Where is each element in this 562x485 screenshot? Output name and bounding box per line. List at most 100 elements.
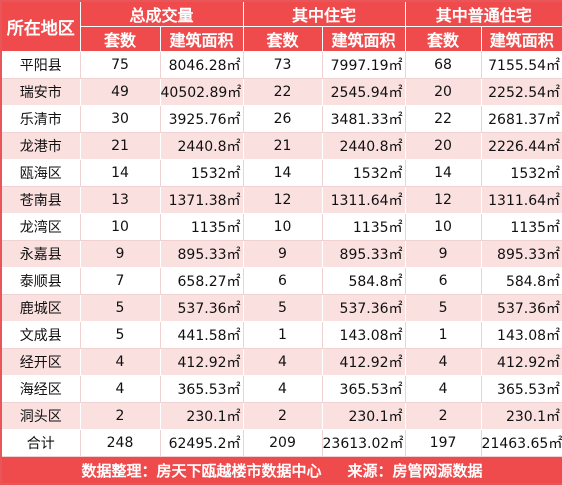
region-cell: 海经区 <box>0 375 81 403</box>
area-cell: 3925.76㎡ <box>159 105 244 133</box>
area-cell: 584.8㎡ <box>321 267 406 295</box>
header-area: 建筑面积 <box>159 26 244 52</box>
units-cell: 10 <box>404 213 482 241</box>
units-cell: 4 <box>404 348 482 376</box>
area-cell: 895.33㎡ <box>480 240 562 268</box>
units-cell: 1 <box>242 321 323 349</box>
area-cell: 7997.19㎡ <box>321 51 406 79</box>
units-cell: 13 <box>79 186 161 214</box>
region-cell: 泰顺县 <box>0 267 81 295</box>
header-region: 所在地区 <box>0 0 81 52</box>
area-cell: 3481.33㎡ <box>321 105 406 133</box>
units-cell: 22 <box>242 78 323 106</box>
area-cell: 895.33㎡ <box>159 240 244 268</box>
table-row: 乐清市 30 3925.76㎡ 26 3481.33㎡ 22 2681.37㎡ <box>0 105 562 133</box>
area-cell: 365.53㎡ <box>480 375 562 403</box>
region-cell: 龙湾区 <box>0 213 81 241</box>
area-cell: 365.53㎡ <box>159 375 244 403</box>
units-cell: 6 <box>404 267 482 295</box>
table-row: 经开区 4 412.92㎡ 4 412.92㎡ 4 412.92㎡ <box>0 348 562 376</box>
header-area: 建筑面积 <box>321 26 406 52</box>
area-cell: 21463.65㎡ <box>480 429 562 457</box>
units-cell: 20 <box>404 78 482 106</box>
area-cell: 658.27㎡ <box>159 267 244 295</box>
units-cell: 73 <box>242 51 323 79</box>
units-cell: 10 <box>79 213 161 241</box>
units-cell: 2 <box>79 402 161 430</box>
table-body: 平阳县 75 8046.28㎡ 73 7997.19㎡ 68 7155.54㎡ 瑞安市 49 40… <box>0 51 562 457</box>
table-row: 泰顺县 7 658.27㎡ 6 584.8㎡ 6 584.8㎡ <box>0 267 562 295</box>
area-cell: 2226.44㎡ <box>480 132 562 160</box>
table-row: 文成县 5 441.58㎡ 1 143.08㎡ 1 143.08㎡ <box>0 321 562 349</box>
table-row: 龙湾区 10 1135㎡ 10 1135㎡ 10 1135㎡ <box>0 213 562 241</box>
area-cell: 1311.64㎡ <box>321 186 406 214</box>
area-cell: 365.53㎡ <box>321 375 406 403</box>
area-cell: 230.1㎡ <box>321 402 406 430</box>
area-cell: 1311.64㎡ <box>480 186 562 214</box>
area-cell: 895.33㎡ <box>321 240 406 268</box>
table-row: 龙港市 21 2440.8㎡ 21 2440.8㎡ 20 2226.44㎡ <box>0 132 562 160</box>
region-cell: 瑞安市 <box>0 78 81 106</box>
units-cell: 9 <box>242 240 323 268</box>
units-cell: 6 <box>242 267 323 295</box>
table-row: 苍南县 13 1371.38㎡ 12 1311.64㎡ 12 1311.64㎡ <box>0 186 562 214</box>
table-row: 瑞安市 49 40502.89㎡ 22 2545.94㎡ 20 2252.54㎡ <box>0 78 562 106</box>
units-cell: 26 <box>242 105 323 133</box>
units-cell: 5 <box>79 294 161 322</box>
units-cell: 7 <box>79 267 161 295</box>
area-cell: 143.08㎡ <box>321 321 406 349</box>
area-cell: 1135㎡ <box>159 213 244 241</box>
table-header: 所在地区 总成交量 其中住宅 其中普通住宅 套数 建筑面积 套数 建筑面积 套数… <box>0 0 562 52</box>
area-cell: 1135㎡ <box>321 213 406 241</box>
area-cell: 584.8㎡ <box>480 267 562 295</box>
units-cell: 9 <box>404 240 482 268</box>
units-cell: 14 <box>404 159 482 187</box>
area-cell: 2681.37㎡ <box>480 105 562 133</box>
units-cell: 248 <box>79 429 161 457</box>
units-cell: 1 <box>404 321 482 349</box>
units-cell: 4 <box>404 375 482 403</box>
total-row: 合计 248 62495.2㎡ 209 23613.02㎡ 197 21463.65㎡ <box>0 429 562 457</box>
region-cell: 洞头区 <box>0 402 81 430</box>
units-cell: 20 <box>404 132 482 160</box>
header-group-ordinary-residential: 其中普通住宅 <box>404 0 562 27</box>
footer-data-arrange: 数据整理：房天下瓯越楼市数据中心 <box>81 461 322 480</box>
region-cell: 永嘉县 <box>0 240 81 268</box>
units-cell: 30 <box>79 105 161 133</box>
table-row: 海经区 4 365.53㎡ 4 365.53㎡ 4 365.53㎡ <box>0 375 562 403</box>
header-units: 套数 <box>242 26 323 52</box>
region-cell: 瓯海区 <box>0 159 81 187</box>
footer-source: 来源：房管网源数据 <box>347 461 483 480</box>
region-cell: 文成县 <box>0 321 81 349</box>
area-cell: 412.92㎡ <box>321 348 406 376</box>
units-cell: 2 <box>404 402 482 430</box>
area-cell: 62495.2㎡ <box>159 429 244 457</box>
area-cell: 537.36㎡ <box>321 294 406 322</box>
header-units: 套数 <box>404 26 482 52</box>
area-cell: 1532㎡ <box>159 159 244 187</box>
area-cell: 8046.28㎡ <box>159 51 244 79</box>
units-cell: 10 <box>242 213 323 241</box>
area-cell: 2252.54㎡ <box>480 78 562 106</box>
units-cell: 68 <box>404 51 482 79</box>
header-units: 套数 <box>79 26 161 52</box>
area-cell: 143.08㎡ <box>480 321 562 349</box>
footer-credit: 数据整理：房天下瓯越楼市数据中心 来源：房管网源数据 <box>1 456 562 484</box>
area-cell: 1532㎡ <box>321 159 406 187</box>
area-cell: 1371.38㎡ <box>159 186 244 214</box>
units-cell: 21 <box>242 132 323 160</box>
units-cell: 75 <box>79 51 161 79</box>
header-group-residential: 其中住宅 <box>242 0 406 27</box>
units-cell: 12 <box>242 186 323 214</box>
units-cell: 5 <box>79 321 161 349</box>
region-cell: 苍南县 <box>0 186 81 214</box>
units-cell: 4 <box>79 348 161 376</box>
region-cell: 平阳县 <box>0 51 81 79</box>
region-cell: 龙港市 <box>0 132 81 160</box>
table-row: 平阳县 75 8046.28㎡ 73 7997.19㎡ 68 7155.54㎡ <box>0 51 562 79</box>
table-row: 瓯海区 14 1532㎡ 14 1532㎡ 14 1532㎡ <box>0 159 562 187</box>
area-cell: 2440.8㎡ <box>321 132 406 160</box>
units-cell: 49 <box>79 78 161 106</box>
units-cell: 4 <box>242 375 323 403</box>
